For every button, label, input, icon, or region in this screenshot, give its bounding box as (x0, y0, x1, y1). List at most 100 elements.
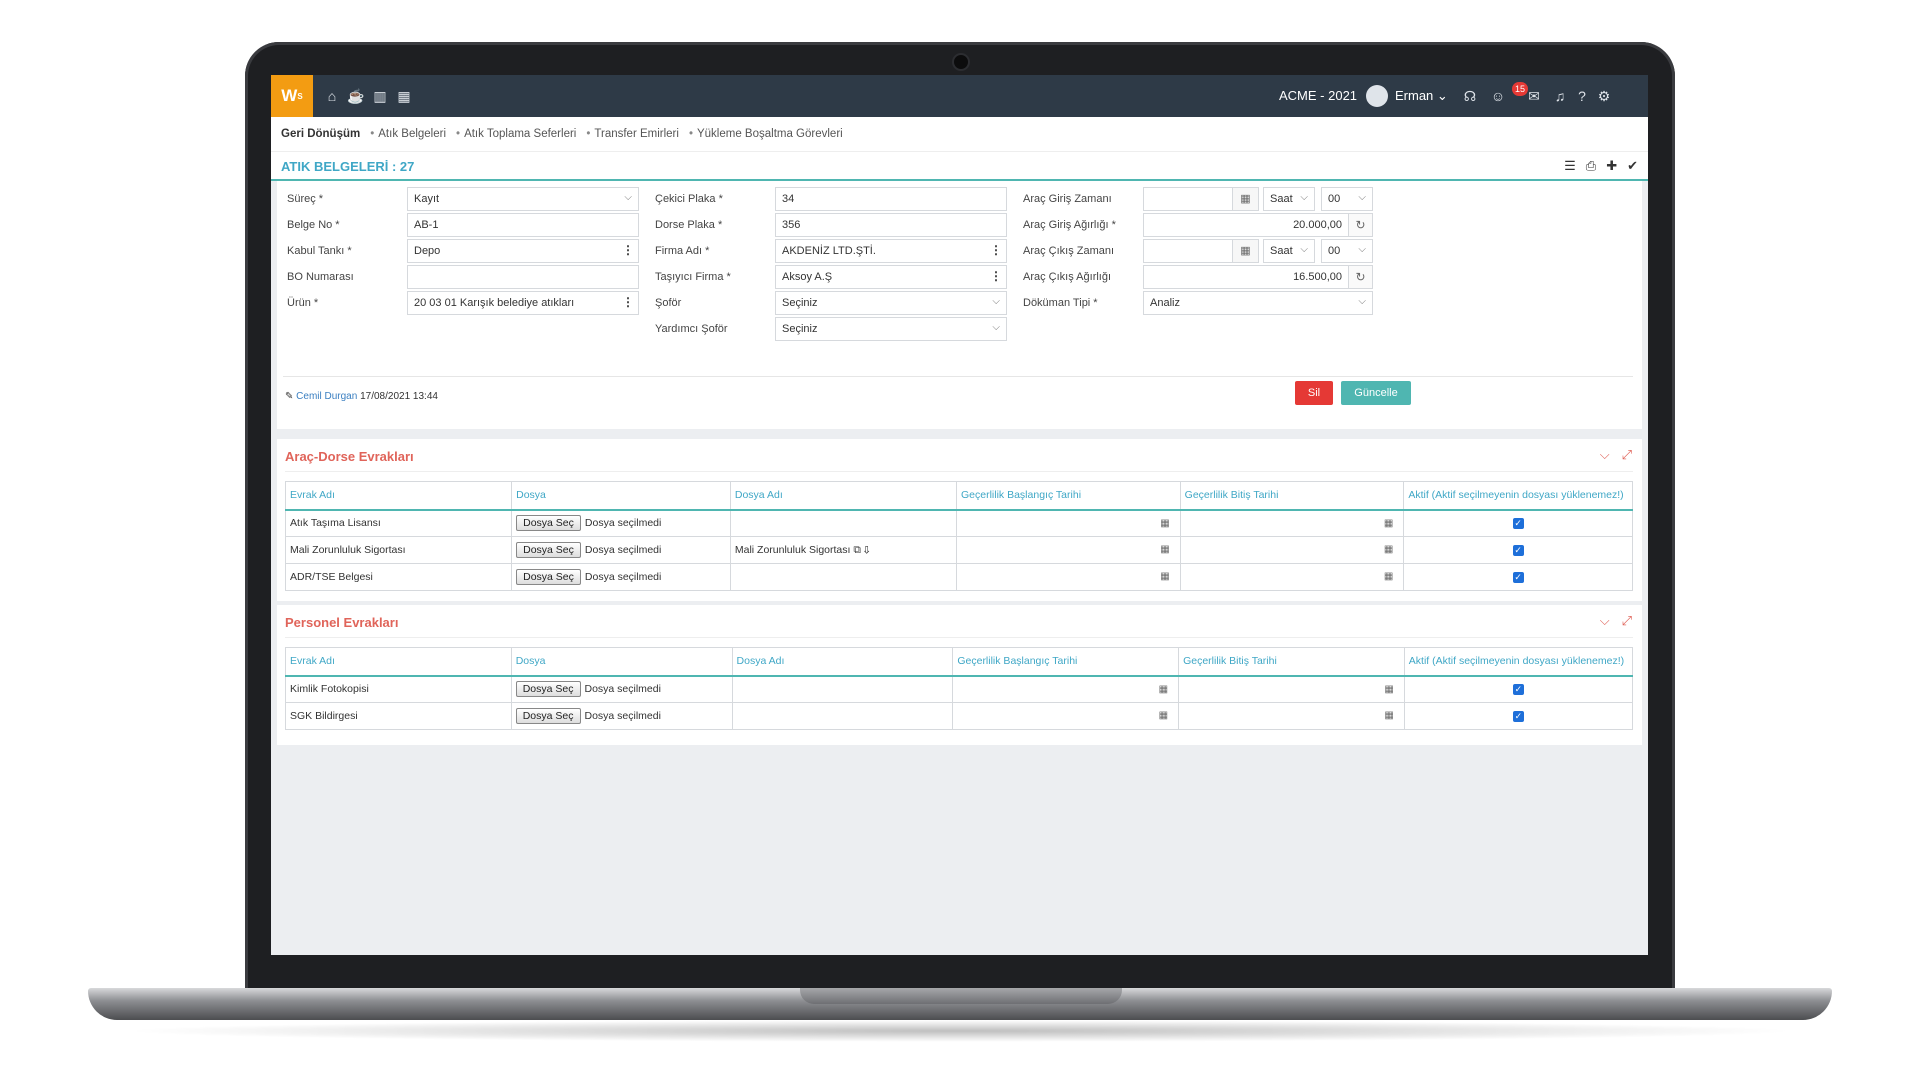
col-dosya-adi: Dosya Adı (731, 647, 954, 677)
table-header-row: Evrak Adı Dosya Dosya Adı Geçerlilik Baş… (284, 481, 1633, 511)
delete-button[interactable]: Sil (1295, 381, 1333, 405)
file-choose-button[interactable]: Dosya Seç (516, 542, 581, 558)
active-checkbox[interactable]: ✓ (1512, 545, 1524, 556)
expand-icon[interactable]: ⤢ (1621, 447, 1632, 462)
dokuman-tipi-select[interactable]: Analiz ⌵ (1143, 291, 1373, 315)
home-icon[interactable]: ⌂ (327, 88, 337, 104)
user-menu[interactable]: Erman ⌄ (1395, 88, 1448, 103)
add-icon[interactable]: ✚ (1606, 158, 1618, 173)
smile-icon[interactable]: ☺ (1490, 88, 1506, 104)
expand-icon[interactable]: ⤢ (1621, 613, 1632, 628)
file-choose-button[interactable]: Dosya Seç (515, 708, 581, 724)
yardimci-sofor-select[interactable]: Seçiniz ⌵ (775, 317, 1007, 341)
headset-icon[interactable]: ☊ (1463, 88, 1477, 104)
arac-giris-saat-select[interactable]: Saat ⌵ (1263, 187, 1315, 211)
cekici-plaka-input[interactable]: 34 (775, 187, 1007, 211)
kabul-tanki-input[interactable]: Depo ⋮ (407, 239, 639, 263)
file-choose-button[interactable]: Dosya Seç (516, 515, 581, 532)
breadcrumb-transfer-emirleri[interactable]: Transfer Emirleri (586, 128, 679, 140)
belge-no-input[interactable]: AB-1 (407, 213, 639, 237)
check-icon[interactable]: ✔ (1627, 158, 1638, 173)
file-name[interactable]: Mali Zorunluluk Sigortası (734, 543, 851, 556)
arac-cikis-agirligi-input[interactable]: 16.500,00 ↻ (1143, 265, 1373, 289)
list-icon[interactable]: ☰ (1564, 158, 1576, 173)
chart-icon[interactable]: ▥ (373, 88, 387, 104)
arac-giris-tarih-input[interactable]: ▦ (1143, 187, 1259, 211)
file-status: Dosya seçilmedi (584, 517, 662, 530)
tasiyici-firma-input[interactable]: Aksoy A.Ş ⋮ (775, 265, 1007, 289)
calendar-icon[interactable]: ▦ (1232, 240, 1258, 262)
end-date-cell[interactable]: ▦ (1178, 675, 1405, 703)
bell-icon[interactable]: ♫ (1554, 88, 1566, 104)
end-date-cell[interactable]: ▦ (1179, 509, 1405, 537)
more-icon[interactable]: ⋮ (990, 269, 1002, 283)
calendar-icon[interactable]: ▦ (1384, 710, 1394, 721)
avatar[interactable] (1366, 85, 1388, 107)
company-label[interactable]: ACME - 2021 (1279, 88, 1358, 103)
refresh-icon[interactable]: ↻ (1348, 266, 1372, 288)
sofor-select[interactable]: Seçiniz ⌵ (775, 291, 1007, 315)
col-aktif: Aktif (Aktif seçilmeyenin dosyası yüklen… (1403, 481, 1633, 511)
print-icon[interactable]: ⎙ (1585, 158, 1597, 173)
urun-input[interactable]: 20 03 01 Karışık belediye atıkları ⋮ (407, 291, 639, 315)
calendar-icon[interactable]: ▦ (1383, 571, 1394, 582)
active-checkbox[interactable]: ✓ (1512, 684, 1524, 696)
download-icon[interactable]: ⇩ (863, 543, 870, 556)
start-date-cell[interactable]: ▦ (952, 675, 1180, 703)
start-date-cell[interactable]: ▦ (956, 536, 1181, 564)
arac-cikis-dakika-select[interactable]: 00 ⌵ (1321, 239, 1373, 263)
more-icon[interactable]: ⋮ (990, 243, 1002, 257)
chevron-down-icon[interactable]: ⌵ (1599, 447, 1610, 462)
cup-icon[interactable]: ☕ (347, 88, 365, 104)
file-choose-button[interactable]: Dosya Seç (515, 681, 581, 698)
active-checkbox[interactable]: ✓ (1512, 518, 1524, 530)
calendar-icon[interactable]: ▦ (1383, 517, 1394, 529)
dorse-plaka-input[interactable]: 356 (775, 213, 1007, 237)
calendar-icon[interactable]: ▦ (1160, 517, 1170, 529)
start-date-cell[interactable]: ▦ (956, 509, 1181, 537)
start-date-cell[interactable]: ▦ (952, 702, 1180, 730)
arac-giris-agirligi-input[interactable]: 20.000,00 ↻ (1143, 213, 1373, 237)
calendar-icon[interactable]: ▦ (1160, 544, 1170, 555)
laptop-notch (800, 988, 1122, 1004)
calendar-icon[interactable]: ▦ (397, 88, 411, 104)
breadcrumb-yukleme-bosaltma[interactable]: Yükleme Boşaltma Görevleri (689, 128, 843, 140)
calendar-icon[interactable]: ▦ (1158, 710, 1169, 721)
calendar-icon[interactable]: ▦ (1232, 188, 1258, 210)
table-row: Kimlik Fotokopisi Dosya Seç Dosya seçilme… (285, 675, 1634, 703)
active-checkbox[interactable]: ✓ (1512, 572, 1524, 583)
firma-adi-input[interactable]: AKDENİZ LTD.ŞTİ. ⋮ (775, 239, 1007, 263)
more-icon[interactable]: ⋮ (622, 243, 634, 257)
section-divider (285, 637, 1633, 638)
start-date-cell[interactable]: ▦ (956, 563, 1181, 591)
refresh-icon[interactable]: ↻ (1348, 214, 1372, 236)
end-date-cell[interactable]: ▦ (1178, 702, 1405, 730)
calendar-icon[interactable]: ▦ (1383, 544, 1394, 555)
breadcrumb-atik-toplama[interactable]: Atık Toplama Seferleri (456, 128, 576, 140)
firma-adi-label: Firma Adı * (655, 245, 710, 257)
breadcrumb-atik-belgeleri[interactable]: Atık Belgeleri (370, 128, 446, 140)
arac-cikis-tarih-input[interactable]: ▦ (1143, 239, 1259, 263)
file-status: Dosya seçilmedi (584, 683, 661, 696)
chat-icon[interactable]: ✉ (1528, 88, 1540, 104)
calendar-icon[interactable]: ▦ (1160, 571, 1170, 582)
file-choose-button[interactable]: Dosya Seç (516, 569, 581, 585)
end-date-cell[interactable]: ▦ (1179, 563, 1405, 591)
arac-cikis-saat-select[interactable]: Saat ⌵ (1263, 239, 1315, 263)
gear-icon[interactable]: ⚙ (1597, 88, 1611, 104)
end-date-cell[interactable]: ▦ (1179, 536, 1405, 564)
help-icon[interactable]: ? (1578, 88, 1586, 104)
chevron-down-icon[interactable]: ⌵ (1599, 613, 1610, 628)
calendar-icon[interactable]: ▦ (1158, 683, 1169, 695)
external-link-icon[interactable]: ⧉ (853, 543, 861, 556)
more-icon[interactable]: ⋮ (622, 295, 634, 309)
bo-numarasi-input[interactable] (407, 265, 639, 289)
update-button[interactable]: Güncelle (1341, 381, 1411, 405)
arac-giris-dakika-select[interactable]: 00 ⌵ (1321, 187, 1373, 211)
active-checkbox[interactable]: ✓ (1512, 711, 1524, 722)
surec-select[interactable]: Kayıt ⌵ (407, 187, 639, 211)
calendar-icon[interactable]: ▦ (1384, 683, 1394, 695)
breadcrumb-geri-donusum[interactable]: Geri Dönüşüm (281, 128, 361, 140)
editor-name[interactable]: Cemil Durgan (296, 391, 358, 402)
